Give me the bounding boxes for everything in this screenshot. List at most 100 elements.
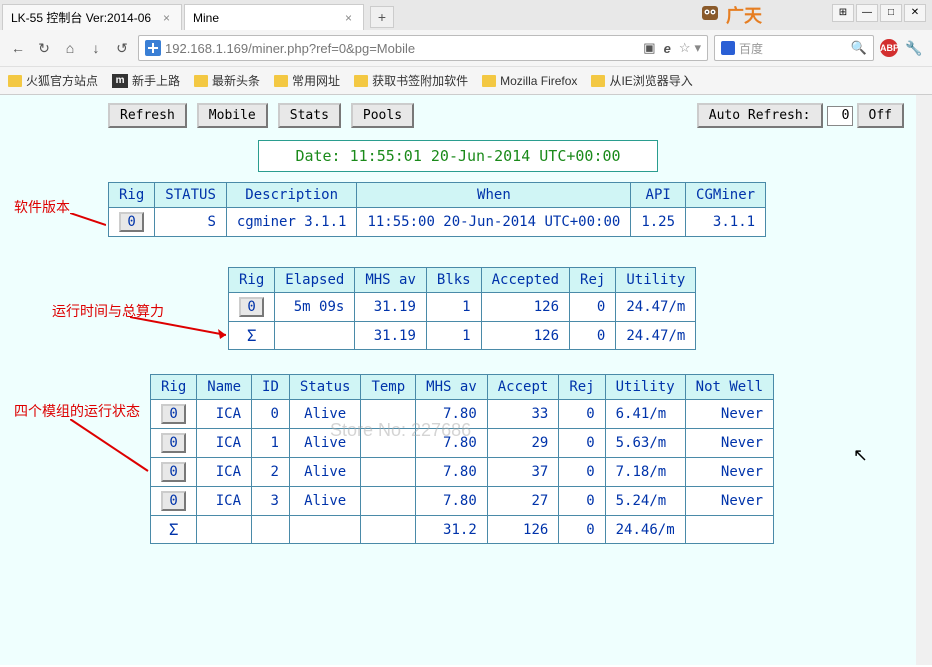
tabs-bar: LK-55 控制台 Ver:2014-06 × Mine × + 广天 ⊞ — … — [0, 0, 932, 30]
button-row: Refresh Mobile Stats Pools Auto Refresh:… — [0, 95, 916, 136]
cell-name: ICA — [197, 400, 252, 429]
bookmark-item[interactable]: m新手上路 — [112, 72, 180, 89]
close-icon[interactable]: × — [160, 11, 173, 25]
cell-accept: 27 — [487, 487, 559, 516]
refresh-button[interactable]: Refresh — [108, 103, 187, 128]
cell-notwell: Never — [685, 487, 773, 516]
url-bar[interactable]: 192.168.1.169/miner.php?ref=0&pg=Mobile … — [138, 35, 708, 61]
home-icon[interactable]: ⌂ — [60, 38, 80, 58]
cell-notwell: Never — [685, 458, 773, 487]
col-accept: Accept — [487, 375, 559, 400]
cell-desc: cgminer 3.1.1 — [226, 208, 357, 237]
cell-mhs: 7.80 — [416, 458, 488, 487]
mouse-cursor-icon: ↖ — [853, 445, 868, 466]
table-row: 0ICA0Alive7.803306.41/mNever — [151, 400, 774, 429]
col-rig: Rig — [109, 183, 155, 208]
rig-button[interactable]: 0 — [119, 212, 143, 232]
tab-title: LK-55 控制台 Ver:2014-06 — [11, 9, 151, 26]
col-rej: Rej — [570, 268, 616, 293]
bookmark-item[interactable]: 最新头条 — [194, 72, 260, 89]
cell-elapsed: 5m 09s — [275, 293, 355, 322]
folder-icon — [194, 75, 208, 87]
cell-utility: 24.47/m — [616, 293, 696, 322]
shield-icon — [145, 40, 161, 56]
date-display: Date: 11:55:01 20-Jun-2014 UTC+00:00 — [258, 140, 658, 172]
cell-rej: 0 — [570, 293, 616, 322]
cell-temp — [361, 429, 416, 458]
auto-refresh-input[interactable] — [827, 106, 853, 126]
cell-status: Alive — [289, 487, 361, 516]
col-cgminer: CGMiner — [686, 183, 766, 208]
download-icon[interactable]: ↓ — [86, 38, 106, 58]
col-status: STATUS — [155, 183, 227, 208]
label-software-version: 软件版本 — [14, 197, 70, 217]
cell-name: ICA — [197, 458, 252, 487]
bookmark-item[interactable]: 常用网址 — [274, 72, 340, 89]
col-temp: Temp — [361, 375, 416, 400]
table-row: 0 S cgminer 3.1.1 11:55:00 20-Jun-2014 U… — [109, 208, 766, 237]
col-api: API — [631, 183, 686, 208]
abp-icon[interactable]: ABP — [880, 39, 898, 57]
baidu-icon — [721, 41, 735, 55]
search-box[interactable]: 百度 🔍 — [714, 35, 874, 61]
maximize-icon[interactable]: □ — [880, 4, 902, 22]
close-icon[interactable]: × — [342, 11, 355, 25]
search-icon[interactable]: 🔍 — [851, 40, 867, 56]
bookmark-item[interactable]: Mozilla Firefox — [482, 74, 577, 88]
brand-logo: 广天 — [698, 2, 762, 28]
cell-rej: 0 — [559, 400, 605, 429]
bookmark-star-icon[interactable]: ☆ — [679, 40, 691, 56]
cell-utility: 5.24/m — [605, 487, 685, 516]
search-placeholder: 百度 — [739, 40, 851, 57]
cell-rej: 0 — [559, 487, 605, 516]
cell-name: ICA — [197, 429, 252, 458]
back-icon[interactable]: ← — [8, 38, 28, 58]
cell-id: 0 — [252, 400, 290, 429]
bookmark-item[interactable]: 从IE浏览器导入 — [591, 72, 692, 89]
new-tab-button[interactable]: + — [370, 6, 394, 28]
auto-refresh-group: Auto Refresh: Off — [697, 103, 904, 128]
sigma-icon: Σ — [169, 520, 179, 539]
sync-icon[interactable]: ↺ — [112, 38, 132, 58]
wrench-icon[interactable]: 🔧 — [904, 38, 924, 58]
stats-button[interactable]: Stats — [278, 103, 341, 128]
dropdown-icon[interactable]: ▾ — [694, 40, 701, 56]
close-window-icon[interactable]: ✕ — [904, 4, 926, 22]
pointer-line — [70, 419, 150, 475]
tab-0[interactable]: LK-55 控制台 Ver:2014-06 × — [2, 4, 182, 30]
rig-button[interactable]: 0 — [161, 491, 185, 511]
off-button[interactable]: Off — [857, 103, 904, 128]
rig-button[interactable]: 0 — [161, 433, 185, 453]
pools-button[interactable]: Pools — [351, 103, 414, 128]
cell-utility: 6.41/m — [605, 400, 685, 429]
folder-icon — [354, 75, 368, 87]
folder-icon — [8, 75, 22, 87]
mobile-button[interactable]: Mobile — [197, 103, 268, 128]
rig-button[interactable]: 0 — [239, 297, 263, 317]
minimize-icon[interactable]: — — [856, 4, 878, 22]
bookmark-item[interactable]: 火狐官方站点 — [8, 72, 98, 89]
col-rig: Rig — [229, 268, 275, 293]
tab-1[interactable]: Mine × — [184, 4, 364, 30]
col-rig: Rig — [151, 375, 197, 400]
col-name: Name — [197, 375, 252, 400]
rig-button[interactable]: 0 — [161, 404, 185, 424]
cell-notwell: Never — [685, 429, 773, 458]
new-window-icon[interactable]: ⊞ — [832, 4, 854, 22]
reload-icon[interactable]: ↻ — [34, 38, 54, 58]
cell-cgminer: 3.1.1 — [686, 208, 766, 237]
scroll-up-icon[interactable] — [918, 99, 930, 111]
sum-row: Σ 31.2 126 0 24.46/m — [151, 516, 774, 544]
summary-table: Rig Elapsed MHS av Blks Accepted Rej Uti… — [228, 267, 696, 350]
bookmark-item[interactable]: 获取书签附加软件 — [354, 72, 468, 89]
tab-title: Mine — [193, 11, 219, 25]
cell-rej: 0 — [559, 516, 605, 544]
auto-refresh-label[interactable]: Auto Refresh: — [697, 103, 823, 128]
m-icon: m — [112, 74, 128, 88]
label-module-status: 四个模组的运行状态 — [14, 401, 140, 421]
reader-icon[interactable]: ▣ — [643, 40, 655, 56]
table-row: 0ICA3Alive7.802705.24/mNever — [151, 487, 774, 516]
cell-utility: 24.47/m — [616, 322, 696, 350]
rig-button[interactable]: 0 — [161, 462, 185, 482]
compat-icon[interactable]: e — [664, 41, 671, 56]
